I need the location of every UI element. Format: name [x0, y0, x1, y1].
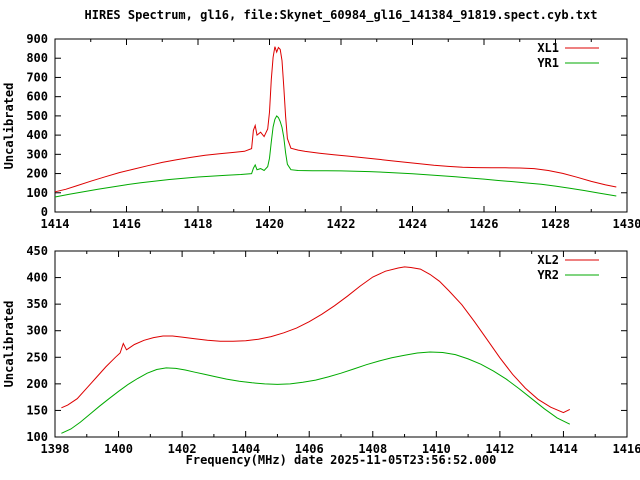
- y-tick-label: 400: [26, 128, 48, 142]
- x-tick-label: 1412: [485, 442, 514, 456]
- y-tick-label: 500: [26, 109, 48, 123]
- legend-label: YR1: [537, 56, 559, 70]
- y-axis-title-top: Uncalibrated: [2, 83, 16, 170]
- y-tick-label: 0: [41, 205, 48, 219]
- y-tick-label: 150: [26, 403, 48, 417]
- x-tick-label: 1398: [41, 442, 70, 456]
- x-tick-label: 1404: [231, 442, 260, 456]
- x-tick-label: 1406: [295, 442, 324, 456]
- x-tick-label: 1414: [41, 217, 70, 231]
- chart-title: HIRES Spectrum, gl16, file:Skynet_60984_…: [84, 8, 598, 22]
- x-tick-label: 1420: [255, 217, 284, 231]
- series-line-XL1: [54, 46, 617, 193]
- plot-border: [54, 38, 628, 213]
- x-tick-label: 1418: [184, 217, 213, 231]
- y-tick-label: 900: [26, 32, 48, 46]
- y-tick-label: 100: [26, 186, 48, 200]
- y-tick-label: 800: [26, 51, 48, 65]
- legend-label: YR2: [537, 268, 559, 282]
- y-tick-label: 200: [26, 377, 48, 391]
- legend-label: XL2: [537, 253, 559, 267]
- x-axis-title: Frequency(MHz) date 2025-11-05T23:56:52.…: [185, 453, 497, 467]
- y-tick-label: 400: [26, 271, 48, 285]
- y-tick-label: 350: [26, 297, 48, 311]
- series-line-YR1: [54, 115, 617, 198]
- y-tick-label: 300: [26, 324, 48, 338]
- y-axis-title-bottom: Uncalibrated: [2, 301, 16, 388]
- x-tick-label: 1400: [104, 442, 133, 456]
- y-tick-label: 250: [26, 350, 48, 364]
- y-tick-label: 450: [26, 244, 48, 258]
- x-tick-label: 1410: [422, 442, 451, 456]
- y-tick-label: 700: [26, 70, 48, 84]
- plot-border: [54, 250, 628, 438]
- y-tick-label: 200: [26, 167, 48, 181]
- x-tick-label: 1422: [327, 217, 356, 231]
- x-tick-label: 1416: [112, 217, 141, 231]
- legend-label: XL1: [537, 41, 559, 55]
- series-line-XL2: [61, 266, 571, 414]
- x-tick-label: 1430: [613, 217, 640, 231]
- series-line-YR2: [61, 351, 571, 434]
- y-tick-label: 300: [26, 147, 48, 161]
- y-tick-label: 100: [26, 430, 48, 444]
- y-tick-label: 600: [26, 90, 48, 104]
- x-tick-label: 1428: [541, 217, 570, 231]
- x-tick-label: 1414: [549, 442, 578, 456]
- x-tick-label: 1408: [358, 442, 387, 456]
- x-tick-label: 1426: [470, 217, 499, 231]
- x-tick-label: 1424: [398, 217, 427, 231]
- x-tick-label: 1416: [613, 442, 640, 456]
- x-tick-label: 1402: [168, 442, 197, 456]
